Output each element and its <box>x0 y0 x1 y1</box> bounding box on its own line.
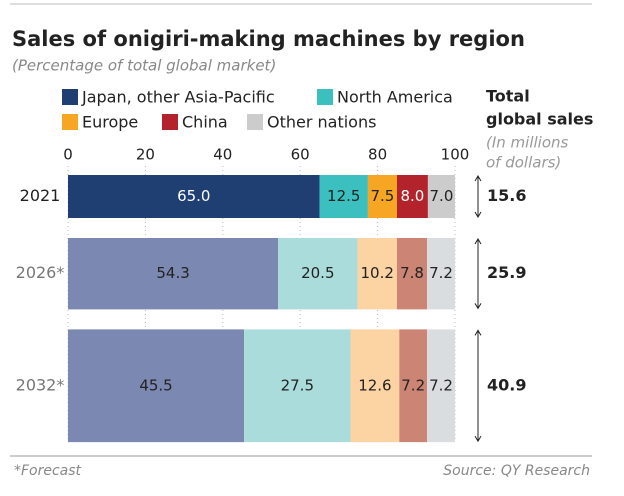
x-tick-label: 0 <box>63 146 73 164</box>
value-label: 7.2 <box>429 376 453 394</box>
bar-segment <box>427 329 455 443</box>
bar-segment <box>427 238 455 310</box>
bar-segment <box>396 238 428 310</box>
value-label: 7.2 <box>429 264 453 282</box>
bar-segment <box>68 175 320 218</box>
bar-segment <box>367 175 397 218</box>
value-label: 54.3 <box>156 264 189 282</box>
total-arrow <box>474 175 482 218</box>
totals-title: global sales <box>486 110 593 129</box>
legend-label: Other nations <box>267 113 376 132</box>
bar-segment <box>396 175 428 218</box>
y-tick-label: 2021 <box>20 186 61 205</box>
total-arrow <box>474 329 482 443</box>
legend-swatch <box>162 114 178 130</box>
legend-swatch <box>62 89 78 105</box>
bar-segment <box>244 329 351 443</box>
bar-segment <box>68 329 245 443</box>
total-value: 15.6 <box>487 186 526 205</box>
value-label: 7.0 <box>430 187 454 205</box>
bar-segment <box>68 238 279 310</box>
legend-label: Europe <box>82 113 138 132</box>
y-tick-label: 2026* <box>16 263 65 282</box>
legend-swatch <box>247 114 263 130</box>
legend-label: North America <box>337 88 453 107</box>
source: Source: QY Research <box>443 463 590 479</box>
legend-swatch <box>62 114 78 130</box>
x-tick-label: 100 <box>441 146 470 164</box>
legend-label: Japan, other Asia-Pacific <box>81 88 275 107</box>
value-label: 7.8 <box>400 264 424 282</box>
x-tick-label: 40 <box>213 146 232 164</box>
totals-subtitle: (In millions <box>486 134 569 152</box>
totals-title: Total <box>486 87 530 106</box>
chart-title: Sales of onigiri-making machines by regi… <box>12 27 525 51</box>
chart-subtitle: (Percentage of total global market) <box>12 57 276 75</box>
value-label: 8.0 <box>401 187 425 205</box>
value-label: 7.2 <box>401 376 425 394</box>
value-label: 10.2 <box>361 264 394 282</box>
x-tick-label: 60 <box>291 146 310 164</box>
bar-segment <box>278 238 358 310</box>
legend-label: China <box>182 113 228 132</box>
x-tick-label: 20 <box>136 146 155 164</box>
bar-segment <box>319 175 368 218</box>
legend-swatch <box>317 89 333 105</box>
value-label: 12.5 <box>327 187 360 205</box>
value-label: 20.5 <box>301 264 334 282</box>
x-tick-label: 80 <box>368 146 387 164</box>
totals-subtitle: of dollars) <box>486 154 561 172</box>
y-tick-label: 2032* <box>16 375 65 394</box>
value-label: 12.6 <box>358 376 391 394</box>
bar-segment <box>350 329 400 443</box>
value-label: 27.5 <box>281 376 314 394</box>
bar-segment <box>357 238 397 310</box>
total-value: 40.9 <box>487 375 526 394</box>
value-label: 7.5 <box>371 187 395 205</box>
bar-segment <box>427 175 455 218</box>
footnote: *Forecast <box>14 463 82 479</box>
bar-segment <box>399 329 428 443</box>
total-value: 25.9 <box>487 263 526 282</box>
value-label: 65.0 <box>177 187 210 205</box>
total-arrow <box>474 238 482 310</box>
value-label: 45.5 <box>139 376 172 394</box>
